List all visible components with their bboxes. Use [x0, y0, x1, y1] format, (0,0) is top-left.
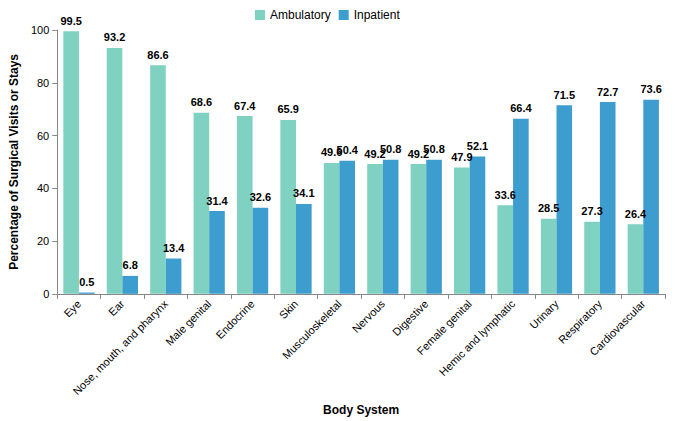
- svg-text:Eye: Eye: [61, 298, 83, 320]
- svg-text:Body System: Body System: [323, 403, 399, 417]
- svg-text:50.8: 50.8: [423, 143, 444, 155]
- svg-text:Percentage of Surgical Visits: Percentage of Surgical Visits or Stays: [7, 54, 21, 270]
- svg-text:Female genital: Female genital: [414, 297, 474, 358]
- svg-text:86.6: 86.6: [147, 49, 168, 61]
- svg-text:47.9: 47.9: [451, 151, 472, 163]
- svg-text:6.8: 6.8: [123, 259, 138, 271]
- svg-text:67.4: 67.4: [234, 100, 256, 112]
- svg-text:Musculoskeletal: Musculoskeletal: [280, 298, 344, 362]
- svg-text:Ear: Ear: [106, 297, 127, 318]
- svg-text:31.4: 31.4: [206, 195, 228, 207]
- svg-text:0: 0: [43, 288, 49, 300]
- svg-text:80: 80: [37, 77, 49, 89]
- svg-text:49.6: 49.6: [320, 146, 343, 159]
- svg-text:27.3: 27.3: [581, 205, 602, 217]
- svg-text:73.6: 73.6: [640, 83, 661, 95]
- svg-text:Nose, mouth, and pharynx: Nose, mouth, and pharynx: [70, 297, 170, 397]
- svg-text:66.4: 66.4: [510, 102, 532, 114]
- svg-text:71.5: 71.5: [554, 89, 575, 101]
- svg-text:100: 100: [31, 24, 49, 36]
- svg-text:Male genital: Male genital: [163, 298, 213, 348]
- svg-text:50.8: 50.8: [380, 143, 401, 155]
- svg-text:50.4: 50.4: [337, 144, 359, 156]
- svg-text:26.4: 26.4: [625, 208, 647, 220]
- svg-text:49.2: 49.2: [407, 147, 430, 160]
- svg-text:Ambulatory: Ambulatory: [270, 8, 331, 22]
- svg-text:Respiratory: Respiratory: [555, 297, 605, 346]
- svg-text:40: 40: [37, 182, 49, 194]
- svg-text:33.6: 33.6: [495, 189, 516, 201]
- svg-text:68.6: 68.6: [191, 96, 212, 108]
- svg-text:49.2: 49.2: [364, 147, 386, 160]
- svg-text:Skin: Skin: [277, 298, 301, 322]
- svg-text:Urinary: Urinary: [527, 297, 561, 331]
- svg-text:Inpatient: Inpatient: [354, 8, 401, 22]
- svg-text:34.1: 34.1: [293, 187, 314, 199]
- svg-text:65.9: 65.9: [277, 103, 298, 115]
- svg-text:72.7: 72.7: [597, 86, 618, 98]
- svg-text:52.1: 52.1: [467, 140, 488, 152]
- svg-text:13.4: 13.4: [163, 242, 185, 254]
- svg-text:0.5: 0.5: [79, 276, 94, 288]
- svg-text:28.5: 28.5: [538, 202, 559, 214]
- svg-text:20: 20: [37, 235, 49, 247]
- svg-text:32.6: 32.6: [250, 191, 271, 203]
- svg-text:99.5: 99.5: [60, 15, 81, 27]
- svg-text:Nervous: Nervous: [350, 297, 388, 335]
- svg-text:Cardiovascular: Cardiovascular: [587, 297, 648, 358]
- svg-text:60: 60: [37, 130, 49, 142]
- svg-text:Endocrine: Endocrine: [213, 298, 256, 341]
- svg-text:93.2: 93.2: [104, 31, 125, 43]
- svg-text:Digestive: Digestive: [390, 298, 430, 338]
- svg-text:Hemic and lymphatic: Hemic and lymphatic: [437, 297, 518, 378]
